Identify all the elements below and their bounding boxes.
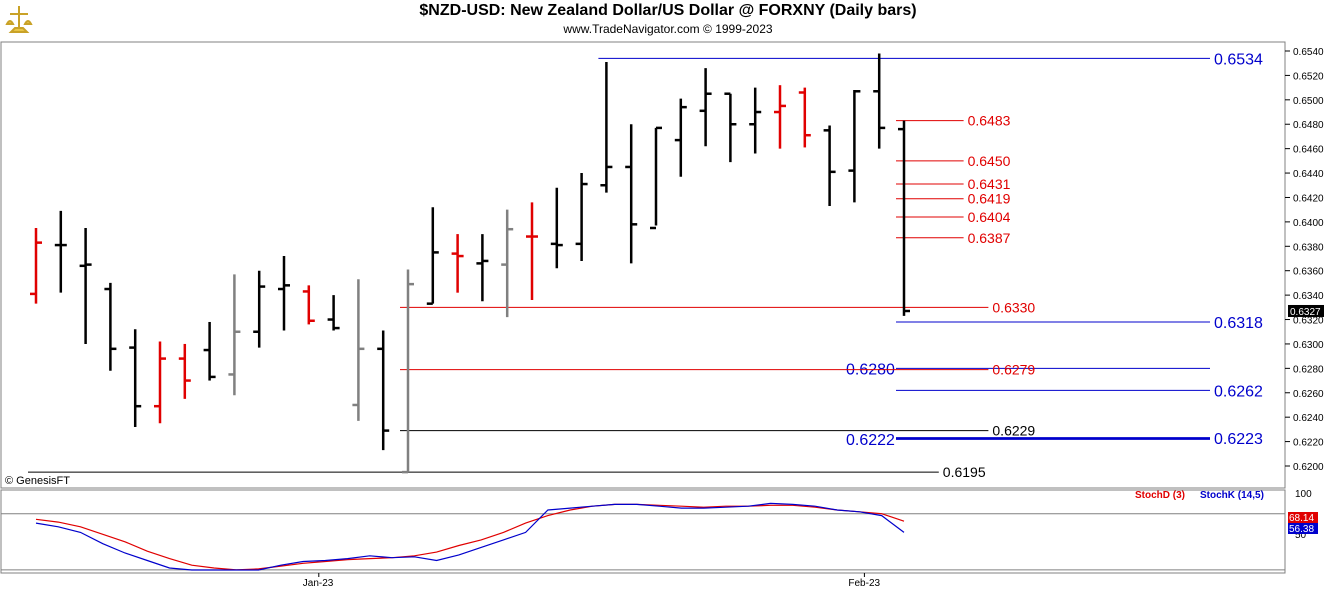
ohlc-bar — [54, 210, 67, 293]
ohlc-bar — [154, 341, 166, 424]
ohlc-bar — [674, 98, 687, 177]
ohlc-bar — [724, 92, 737, 163]
price-bars — [30, 53, 910, 474]
watermark: © GenesisFT — [5, 475, 70, 487]
ohlc-bar — [550, 187, 563, 269]
stochd-value: 68.14 — [1289, 513, 1314, 524]
price-tick-label: 0.6400 — [1293, 218, 1324, 229]
stochd-value-box — [1288, 512, 1318, 523]
price-axis: 0.6200 0.6220 0.6240 0.6260 0.6280 0.6300 0.63… — [1284, 42, 1324, 488]
stoch-tick-label: 50 — [1295, 530, 1307, 541]
ohlc-bar — [476, 234, 489, 302]
level-label: 0.6534 — [1214, 51, 1263, 68]
level-label: 0.6223 — [1214, 431, 1263, 448]
ohlc-bar — [203, 321, 216, 381]
price-tick-label: 0.6260 — [1293, 389, 1324, 400]
trade-navigator-logo — [5, 6, 33, 33]
stoch-tick-label: 100 — [1295, 489, 1312, 500]
last-price-label: 0.6327 — [1290, 307, 1321, 318]
level-label: 0.6262 — [1214, 383, 1263, 400]
ohlc-bar — [749, 87, 762, 154]
ohlc-bar — [426, 207, 439, 305]
ohlc-bar — [377, 330, 390, 451]
last-price-box — [1288, 304, 1324, 317]
price-tick-label: 0.6220 — [1293, 438, 1324, 449]
level-label: 0.6483 — [968, 113, 1011, 129]
ohlc-bar — [898, 120, 910, 316]
price-panel-border — [0, 41, 1286, 489]
level-label: 0.6222 — [846, 432, 895, 449]
ohlc-bar — [104, 282, 117, 371]
price-tick-label: 0.6500 — [1293, 96, 1324, 107]
level-label: 0.6318 — [1214, 315, 1263, 332]
chart-subtitle: www.TradeNavigator.com © 1999-2023 — [563, 22, 773, 36]
level-label: 0.6279 — [992, 362, 1035, 378]
ohlc-bar — [178, 343, 191, 399]
date-tick-label: Feb-23 — [848, 578, 880, 589]
stochk-value: 56.38 — [1289, 524, 1314, 535]
ohlc-bar — [228, 274, 241, 396]
legend-stochd: StochD (3) — [1135, 490, 1185, 501]
ohlc-bar — [352, 279, 365, 421]
price-tick-label: 0.6300 — [1293, 340, 1324, 351]
ohlc-bar — [526, 202, 538, 300]
ohlc-bar — [30, 227, 42, 304]
ohlc-bar — [278, 256, 290, 331]
level-label: 0.6387 — [968, 230, 1011, 246]
ohlc-bar — [798, 87, 811, 148]
ohlc-bar — [575, 173, 588, 261]
price-tick-label: 0.6480 — [1293, 120, 1324, 131]
price-tick-label: 0.6360 — [1293, 267, 1324, 278]
ohlc-bar — [873, 53, 886, 149]
price-tick-label: 0.6420 — [1293, 193, 1324, 204]
level-label: 0.6450 — [968, 153, 1011, 169]
level-label: 0.6419 — [968, 191, 1011, 207]
ohlc-bar — [823, 125, 836, 207]
ohlc-bar — [302, 285, 315, 325]
ohlc-bar — [501, 209, 514, 318]
ohlc-bar — [774, 85, 786, 149]
stochk-value-box — [1288, 523, 1318, 534]
stoch-series-line — [35, 502, 905, 571]
price-tick-label: 0.6520 — [1293, 71, 1324, 82]
chart-title: $NZD-USD: New Zealand Dollar/US Dollar @… — [419, 2, 917, 19]
ohlc-bar — [699, 68, 712, 147]
stochastic-panel-border — [0, 489, 1286, 574]
level-label: 0.6229 — [992, 423, 1035, 439]
price-tick-label: 0.6340 — [1293, 291, 1324, 302]
level-label: 0.6195 — [943, 464, 986, 480]
ohlc-bar — [650, 126, 662, 230]
level-label: 0.6431 — [968, 176, 1011, 192]
level-label: 0.6404 — [968, 209, 1011, 225]
price-tick-label: 0.6280 — [1293, 364, 1324, 375]
level-label: 0.6330 — [992, 299, 1035, 315]
ohlc-bar — [625, 124, 638, 264]
ohlc-bar — [600, 61, 613, 193]
ohlc-bar — [848, 90, 861, 203]
date-axis: Jan-23 Feb-23 — [1, 572, 1285, 589]
price-tick-label: 0.6240 — [1293, 413, 1324, 424]
price-tick-label: 0.6200 — [1293, 462, 1324, 473]
price-tick-label: 0.6540 — [1293, 47, 1324, 58]
ohlc-bar — [451, 234, 464, 293]
price-tick-label: 0.6320 — [1293, 316, 1324, 327]
legend-stochk: StochK (14,5) — [1200, 490, 1264, 501]
ohlc-bar — [327, 295, 340, 331]
ohlc-bar — [253, 270, 266, 348]
ohlc-bar — [129, 329, 142, 427]
ohlc-bar — [79, 227, 92, 344]
stoch-series-line — [35, 503, 905, 571]
date-tick-label: Jan-23 — [303, 578, 334, 589]
price-tick-label: 0.6380 — [1293, 242, 1324, 253]
ohlc-bar — [402, 269, 414, 474]
price-tick-label: 0.6440 — [1293, 169, 1324, 180]
price-tick-label: 0.6460 — [1293, 145, 1324, 156]
